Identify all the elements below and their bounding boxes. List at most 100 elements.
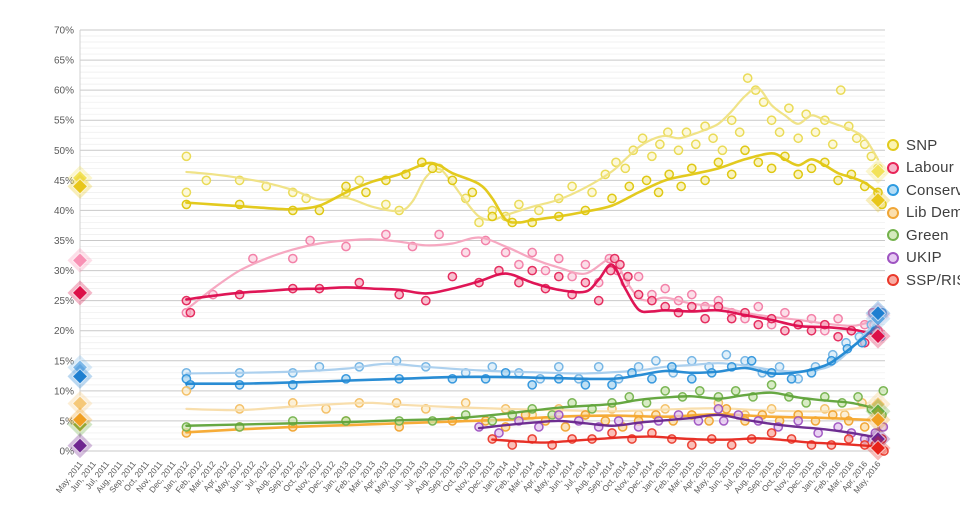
poll-point [746, 355, 757, 366]
poll-point [560, 422, 571, 432]
poll-point [248, 253, 258, 264]
poll-point [341, 181, 351, 192]
legend-item-conservative: Conservative [887, 179, 960, 202]
poll-point [381, 199, 391, 210]
y-tick-label: 50% [54, 146, 74, 157]
poll-point [827, 139, 838, 150]
series-ukip [474, 404, 889, 444]
poll-point [181, 187, 192, 198]
poll-point [700, 175, 710, 186]
legend-label: Green [906, 226, 949, 244]
poll-point [766, 428, 777, 438]
result-diamond-con_r [71, 368, 89, 385]
poll-point [753, 301, 764, 312]
poll-point [742, 73, 753, 83]
poll-point [774, 127, 785, 138]
poll-point [826, 440, 837, 450]
poll-point [676, 181, 687, 192]
poll-point [780, 307, 790, 318]
election-2011-results [67, 165, 93, 459]
conservative-marker-icon [887, 184, 899, 197]
y-tick-label: 35% [54, 236, 74, 247]
poll-point [321, 404, 331, 414]
result-diamond-ld_r [71, 411, 89, 428]
result-diamond-ssp [869, 439, 887, 457]
poll-point [427, 163, 438, 174]
legend-label: SNP [906, 136, 938, 154]
poll-point [851, 133, 862, 144]
legend-label: SSP/RISE [906, 271, 960, 289]
trend-line [185, 151, 880, 224]
trend-line [185, 391, 880, 427]
poll-point [500, 367, 511, 378]
y-tick-label: 60% [54, 86, 74, 97]
poll-point [633, 271, 644, 282]
poll-point [427, 416, 438, 426]
poll-point [673, 145, 684, 156]
poll-point [713, 404, 724, 414]
result-diamond-lab_r [869, 327, 887, 345]
poll-point [700, 313, 710, 324]
poll-point [540, 265, 551, 276]
chart-canvas: 0% 5% 10% 15% 20% 25% 30% 35% 40% 45% 50% 55% 60% 65%… [54, 26, 891, 496]
y-tick-label: 0% [60, 447, 75, 458]
poll-point [527, 265, 538, 276]
poll-point [580, 277, 591, 288]
poll-point [494, 428, 504, 438]
poll-point [806, 163, 817, 174]
result-diamond-snp_c [869, 163, 887, 180]
poll-point [726, 115, 737, 126]
poll-point [721, 404, 732, 414]
poll-point [786, 373, 797, 384]
poll-point [637, 133, 648, 144]
poll-point [780, 325, 790, 336]
poll-point [605, 265, 616, 276]
poll-point [704, 416, 714, 426]
poll-point [609, 253, 620, 264]
y-tick-label: 40% [54, 206, 74, 217]
poll-point [593, 361, 604, 372]
poll-point [354, 277, 365, 288]
poll-point [624, 181, 635, 192]
poll-point [647, 151, 657, 162]
legend-item-libdem: Lib Dem [887, 202, 960, 225]
poll-point [833, 313, 843, 324]
poll-point [600, 416, 611, 426]
poll-point [730, 386, 741, 396]
poll-point [686, 440, 697, 450]
poll-point [534, 422, 544, 432]
series-lab_r [181, 253, 886, 348]
poll-point [487, 416, 498, 426]
trend-line [185, 323, 880, 386]
poll-point [647, 295, 657, 306]
poll-point [181, 151, 192, 162]
poll-point [181, 422, 192, 432]
series-snp_r [181, 145, 887, 228]
poll-point [185, 307, 196, 318]
poll-point [660, 283, 671, 294]
y-tick-label: 65% [54, 56, 74, 67]
legend-label: Labour [906, 159, 954, 177]
legend-item-ssp-rise: SSP/RISE [887, 269, 960, 292]
poll-point [607, 193, 617, 204]
trend-line [185, 86, 880, 222]
green-marker-icon [887, 229, 899, 242]
y-tick-label: 10% [54, 386, 74, 397]
labour-marker-icon [887, 161, 899, 174]
poll-point [487, 361, 498, 372]
poll-point [766, 115, 777, 126]
poll-point [460, 247, 471, 258]
poll-point [181, 386, 192, 396]
legend-label: Lib Dem [906, 204, 960, 222]
trend-line [185, 320, 880, 375]
poll-point [234, 404, 245, 414]
poll-point [514, 259, 524, 270]
y-tick-label: 15% [54, 356, 74, 367]
ssp-rise-marker-icon [887, 274, 899, 287]
poll-point [713, 157, 724, 168]
poll-point [734, 127, 745, 138]
poll-point [420, 295, 431, 306]
y-tick-label: 45% [54, 176, 74, 187]
result-diamond-ld_r [869, 411, 887, 428]
